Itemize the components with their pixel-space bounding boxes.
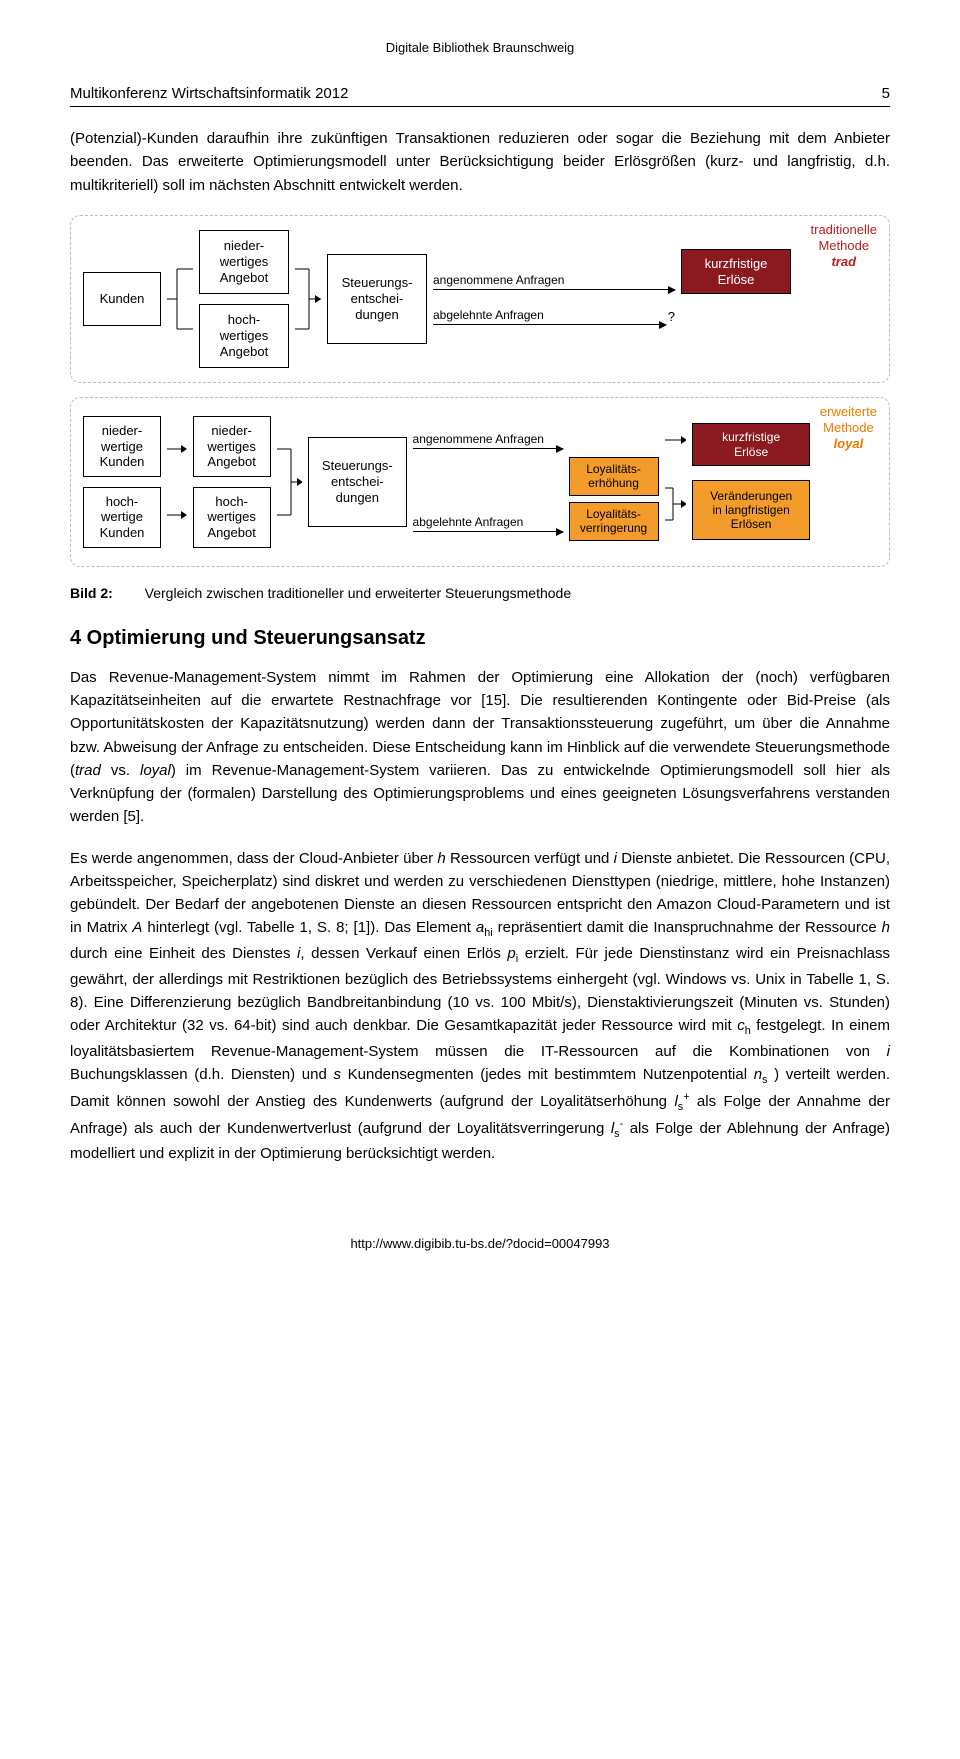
running-title: Multikonferenz Wirtschaftsinformatik 201…	[70, 85, 348, 102]
p3-h: h	[437, 850, 445, 867]
arrow-rejected: abgelehnte Anfragen ?	[433, 308, 675, 325]
p3-h2: h	[882, 919, 890, 936]
running-head: Multikonferenz Wirtschaftsinformatik 201…	[70, 85, 890, 107]
arrow-rejected-l: abgelehnte Anfragen	[413, 515, 563, 532]
node-offer-high-l: hoch- wertiges Angebot	[193, 487, 271, 548]
label-accepted-l: angenommene Anfragen	[413, 432, 544, 446]
p3-A: A	[132, 919, 142, 936]
node-cust-high: hoch- wertige Kunden	[83, 487, 161, 548]
method-label-loyal: erweiterte Methode loyal	[820, 404, 877, 453]
p3-ahi-sub: hi	[484, 927, 492, 939]
node-steuerung: Steuerungs- entschei- dungen	[327, 254, 427, 344]
footer-url: http://www.digibib.tu-bs.de/?docid=00047…	[70, 1236, 890, 1251]
caption-label: Bild 2:	[70, 585, 113, 601]
caption-text: Vergleich zwischen traditioneller und er…	[145, 585, 571, 601]
method-trad-line3: trad	[811, 254, 878, 270]
method-loyal-line1: erweiterte	[820, 404, 877, 420]
method-trad-line1: traditionelle	[811, 222, 878, 238]
body-p3: Es werde angenommen, dass der Cloud-Anbi…	[70, 847, 890, 1166]
node-kunden: Kunden	[83, 272, 161, 326]
arrow-accepted-l: angenommene Anfragen	[413, 432, 563, 449]
page-number: 5	[882, 85, 890, 102]
merge-icon	[277, 417, 303, 547]
node-erloese-short: kurzfristige Erlöse	[692, 423, 810, 466]
node-steuerung-l: Steuerungs- entschei- dungen	[308, 437, 406, 527]
p2-trad: trad	[75, 762, 101, 779]
method-loyal-line2: Methode	[820, 420, 877, 436]
merge-icon	[295, 239, 321, 359]
body-p2: Das Revenue-Management-System nimmt im R…	[70, 666, 890, 829]
label-accepted: angenommene Anfragen	[433, 273, 564, 287]
node-offer-high: hoch- wertiges Angebot	[199, 304, 289, 368]
p3-a: Es werde angenommen, dass der Cloud-Anbi…	[70, 850, 437, 867]
arrow-pair-icon	[167, 417, 187, 547]
node-erloese-trad: kurzfristige Erlöse	[681, 249, 791, 294]
p2-loyal: loyal	[140, 762, 171, 779]
p3-pi: p	[507, 945, 515, 962]
branch-icon	[167, 239, 193, 359]
p3-b: Ressourcen verfügt und	[446, 850, 614, 867]
intro-paragraph: (Potenzial)-Kunden daraufhin ihre zukünf…	[70, 127, 890, 197]
p3-ch: c	[737, 1017, 745, 1034]
arrow-accepted: angenommene Anfragen	[433, 273, 675, 290]
method-loyal-line3: loyal	[820, 436, 877, 452]
diagram-trad-panel: traditionelle Methode trad Kunden nieder…	[70, 215, 890, 383]
node-loy-down: Loyalitäts- verringerung	[569, 502, 659, 541]
library-header: Digitale Bibliothek Braunschweig	[70, 40, 890, 55]
p3-ns: n	[754, 1066, 762, 1083]
label-rejected-l: abgelehnte Anfragen	[413, 515, 524, 529]
p3-g: , dessen Verkauf einen Erlös	[300, 945, 507, 962]
p3-f: durch eine Einheit des Dienstes	[70, 945, 297, 962]
node-offer-low-l: nieder- wertiges Angebot	[193, 416, 271, 477]
p2-vs: vs.	[101, 762, 140, 779]
diagram-loyal-panel: erweiterte Methode loyal nieder- wertige…	[70, 397, 890, 567]
p3-e: repräsentiert damit die Inanspruchnahme …	[493, 919, 882, 936]
method-label-trad: traditionelle Methode trad	[811, 222, 878, 271]
p3-i4: i	[887, 1043, 890, 1060]
node-loy-up: Loyalitäts- erhöhung	[569, 457, 659, 496]
p3-s: s	[333, 1066, 341, 1083]
p3-ahi: a	[476, 919, 484, 936]
section-heading: 4 Optimierung und Steuerungsansatz	[70, 627, 890, 650]
question-mark: ?	[668, 309, 675, 324]
p3-j: Buchungsklassen (d.h. Diensten) und	[70, 1066, 333, 1083]
method-trad-line2: Methode	[811, 238, 878, 254]
label-rejected: abgelehnte Anfragen	[433, 308, 666, 322]
p3-d: hinterlegt (vgl. Tabelle 1, S. 8; [1]). …	[142, 919, 476, 936]
p2-b: ) im Revenue-Management-System variieren…	[70, 762, 890, 826]
node-erloese-long: Veränderungen in langfristigen Erlösen	[692, 480, 810, 540]
node-offer-low: nieder- wertiges Angebot	[199, 230, 289, 294]
branch-right-icon	[665, 412, 687, 552]
figure-caption: Bild 2: Vergleich zwischen traditionelle…	[70, 585, 890, 601]
node-cust-low: nieder- wertige Kunden	[83, 416, 161, 477]
p3-k: Kundensegmenten (jedes mit bestimmtem Nu…	[341, 1066, 754, 1083]
